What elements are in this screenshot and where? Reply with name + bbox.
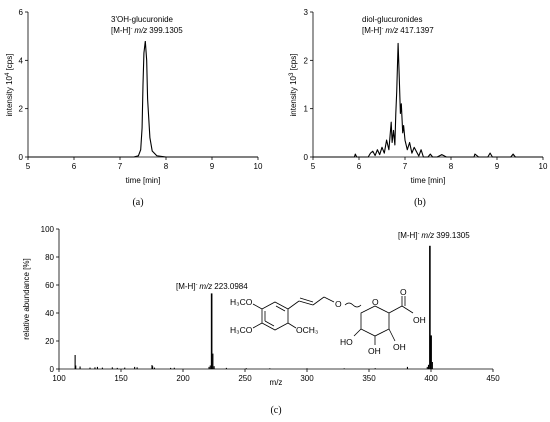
panel-c-chart: 0 20 40 60 80 100 100 150 200 250 300 350 400 450 re… [22, 225, 500, 416]
panel-c-y-tick-label: 20 [45, 337, 54, 346]
bond-chain-4 [323, 296, 335, 303]
panel-a-y-tick-label: 4 [19, 56, 24, 65]
panel-c-ylabel: relative abundance [%] [22, 258, 31, 339]
panel-a-x-ticks: 5 6 7 8 9 10 [26, 157, 263, 171]
chem-label-ring-o: O [372, 297, 379, 307]
panel-a-y-ticks: 0 2 4 6 [19, 8, 28, 162]
panel-c-y-tick-label: 80 [45, 253, 54, 262]
panel-a-annotation-name: 3'OH-glucuronide [111, 15, 174, 24]
bond-chain-1 [287, 300, 300, 310]
panel-c-y-tick-label: 100 [41, 225, 55, 234]
chem-label-h3co-top: H₃CO [230, 297, 253, 307]
bond-chain-2 [298, 300, 314, 306]
panel-b-x-ticks: 5 6 7 8 9 10 [311, 157, 548, 171]
panel-c-annotation-399-label: [M-H]- m/z 399.1305 [398, 231, 470, 240]
panel-c-peaks [74, 245, 433, 369]
benzene-inner-bond-2 [264, 320, 275, 327]
panel-b-x-tick-label: 6 [357, 162, 362, 171]
panel-b-y-tick-label: 3 [304, 8, 309, 17]
panel-c-y-ticks: 0 20 40 60 80 100 [41, 225, 59, 374]
bond-ome-top [252, 303, 263, 310]
panel-a-chart: 0 2 4 6 5 6 7 8 9 10 intensity 104 [cps] time [m… [5, 8, 263, 208]
panel-a-x-tick-label: 10 [254, 162, 263, 171]
panel-a-xlabel: time [min] [126, 176, 161, 185]
panel-a-x-tick-label: 6 [72, 162, 77, 171]
panel-b-x-tick-label: 10 [539, 162, 548, 171]
benzene-inner-bond-1 [275, 305, 286, 312]
panel-c-label: (c) [270, 405, 281, 416]
panel-c-y-tick-label: 0 [50, 365, 55, 374]
panel-b-y-tick-label: 2 [304, 56, 309, 65]
panel-c-x-ticks: 100 150 200 250 300 350 400 450 [52, 369, 500, 383]
panel-b-y-tick-label: 1 [304, 105, 309, 114]
glucuronide-ring [360, 305, 390, 337]
chem-label-h3co-bottom: H₃CO [230, 325, 253, 335]
panel-c-y-tick-label: 60 [45, 281, 54, 290]
panel-c-x-tick-label: 200 [176, 374, 190, 383]
panel-a-y-tick-label: 2 [19, 105, 24, 114]
chem-label-oh-acid: OH [413, 315, 426, 325]
panel-a-y-tick-label: 6 [19, 8, 24, 17]
panel-a-x-tick-label: 9 [210, 162, 215, 171]
panel-a-x-tick-label: 7 [118, 162, 123, 171]
panel-c-x-tick-label: 300 [300, 374, 314, 383]
bond-ring-oh-bottom [388, 328, 396, 342]
panel-b-x-tick-label: 7 [403, 162, 408, 171]
panel-c-annotation-223-label: [M-H]- m/z 223.0984 [176, 282, 248, 291]
panel-b-x-tick-label: 9 [495, 162, 500, 171]
panel-b-label: (b) [414, 197, 426, 208]
panel-b-annotation-name: diol-glucuronides [362, 15, 422, 24]
panel-c-x-tick-label: 150 [114, 374, 128, 383]
bond-ome-bottom [252, 322, 263, 329]
panel-c-x-tick-label: 400 [424, 374, 438, 383]
panel-b-annotation-ion: [M-H]- m/z 417.1397 [362, 26, 434, 35]
bond-chain-3 [312, 296, 325, 306]
panel-b-x-tick-label: 5 [311, 162, 316, 171]
panel-b-series-line [313, 42, 543, 158]
panel-c-xlabel: m/z [270, 378, 283, 387]
chem-label-oh-mid: OH [368, 346, 381, 356]
chem-label-och3: OCH₃ [296, 325, 318, 335]
chem-label-ho-left: HO [340, 337, 353, 347]
panel-a-y-tick-label: 0 [19, 153, 24, 162]
bond-acid [388, 305, 403, 314]
chem-label-acid-o: O [400, 287, 407, 297]
chem-label-oh-bottom: OH [393, 342, 406, 352]
panel-a-x-tick-label: 8 [164, 162, 169, 171]
panel-a-series-line [28, 40, 258, 158]
panel-a-annotation-ion: [M-H]- m/z 399.1305 [111, 26, 183, 35]
panel-b-y-ticks: 0 1 2 3 [304, 8, 313, 162]
chem-label-o-link: O [335, 299, 342, 309]
panel-b-y-tick-label: 0 [304, 153, 309, 162]
panel-b-x-tick-label: 8 [449, 162, 454, 171]
panel-c-x-tick-label: 250 [238, 374, 252, 383]
chemical-structure [252, 296, 414, 345]
bond-ome-right [287, 322, 297, 329]
bond-ring-oh-left [353, 328, 362, 337]
panel-b-ylabel: intensity 103 [cps] [289, 54, 298, 117]
panel-c-y-tick-label: 40 [45, 309, 54, 318]
panel-a-ylabel: intensity 104 [cps] [5, 54, 14, 117]
bond-glycosidic [344, 302, 362, 308]
bond-acid-oh [401, 305, 414, 314]
panel-c-x-tick-label: 100 [52, 374, 66, 383]
bond-chain-2b [299, 297, 314, 303]
benzene-ring [261, 301, 289, 331]
panel-a-x-tick-label: 5 [26, 162, 31, 171]
panel-a-label: (a) [132, 197, 143, 208]
panel-c-x-tick-label: 350 [362, 374, 376, 383]
panel-c-x-tick-label: 450 [486, 374, 500, 383]
panel-b-xlabel: time [min] [411, 176, 446, 185]
panel-b-chart: 0 1 2 3 5 6 7 8 9 10 intensity 103 [cps] time [m… [289, 8, 548, 208]
